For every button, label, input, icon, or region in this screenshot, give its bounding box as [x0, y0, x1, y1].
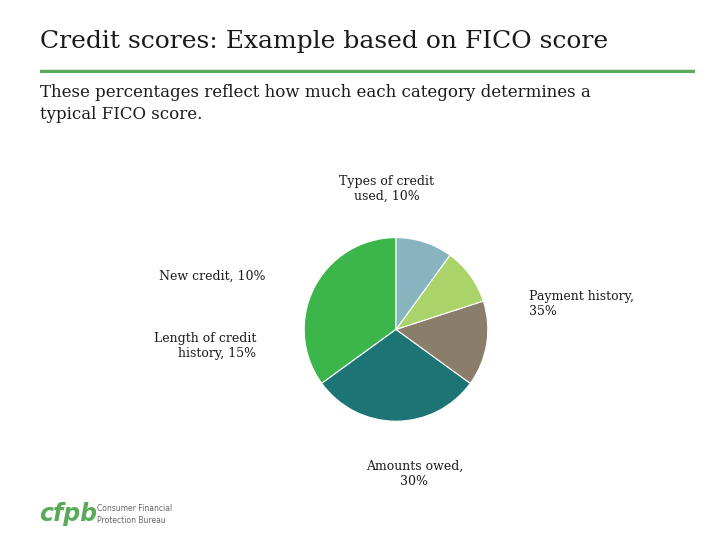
Text: Consumer Financial
Protection Bureau: Consumer Financial Protection Bureau [97, 504, 173, 525]
Text: Amounts owed,
30%: Amounts owed, 30% [366, 460, 463, 488]
Text: cfpb: cfpb [40, 503, 98, 526]
Wedge shape [396, 255, 483, 329]
Text: New credit, 10%: New credit, 10% [159, 269, 266, 282]
Text: Payment history,
35%: Payment history, 35% [529, 289, 634, 318]
Wedge shape [396, 301, 487, 383]
Text: Length of credit
history, 15%: Length of credit history, 15% [154, 332, 256, 360]
Text: Types of credit
used, 10%: Types of credit used, 10% [339, 175, 434, 202]
Wedge shape [322, 329, 470, 421]
Text: Credit scores: Example based on FICO score: Credit scores: Example based on FICO sco… [40, 30, 608, 53]
Wedge shape [305, 238, 396, 383]
Wedge shape [396, 238, 450, 329]
Text: These percentages reflect how much each category determines a
typical FICO score: These percentages reflect how much each … [40, 84, 590, 123]
